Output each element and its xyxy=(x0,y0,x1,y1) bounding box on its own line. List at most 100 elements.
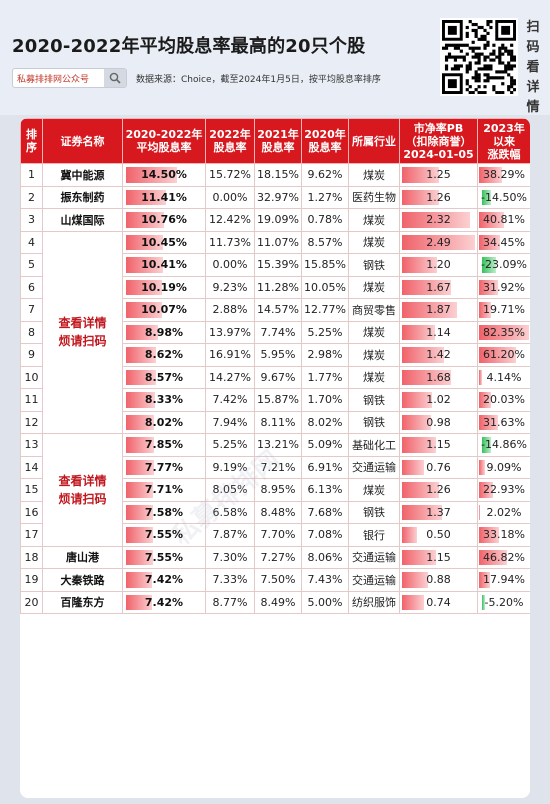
table-row[interactable]: 7 10.07% 2.88% 14.57% 12.77% 商贸零售 1.87 19.71% xyxy=(20,298,530,322)
pb-cell-bar xyxy=(402,482,439,498)
column-header-line: 2024-01-05 xyxy=(403,147,474,161)
avg-dividend-cell-bar xyxy=(126,212,164,228)
table-row[interactable]: 8 8.98% 13.97% 7.74% 5.25% 煤炭 1.14 82.35% xyxy=(20,320,530,344)
rank-cell: 15 xyxy=(20,478,43,502)
table-row[interactable]: 2 振东制药 11.41% 0.00% 32.97% 1.27% 医药生物 1.26 -14.5… xyxy=(20,185,530,209)
avg-dividend-cell-label: 10.41% xyxy=(141,258,187,272)
qr-module xyxy=(462,43,466,47)
pb-cell: 0.76 xyxy=(399,455,478,479)
change-cell: 82.35% xyxy=(477,320,530,344)
dividend-2022-cell: 2.88% xyxy=(205,298,255,322)
dividend-2022-cell: 12.42% xyxy=(205,208,255,232)
dividend-2022-cell: 9.23% xyxy=(205,275,255,299)
qr-module xyxy=(486,64,490,68)
industry-cell: 纺织服饰 xyxy=(348,590,400,614)
change-cell-label: 33.18% xyxy=(483,528,525,542)
change-cell: 20.03% xyxy=(477,388,530,412)
stock-name-cell: 振东制药 xyxy=(42,185,123,209)
avg-dividend-cell-label: 10.45% xyxy=(141,235,187,249)
table-row[interactable]: 20 百隆东方 7.42% 8.77% 8.49% 5.00% 纺织服饰 0.74 -5.20% xyxy=(20,590,530,614)
pb-cell-bar xyxy=(402,189,439,205)
qr-module xyxy=(510,79,514,83)
qr-module xyxy=(456,46,460,50)
column-header: 2020年 股息率 xyxy=(301,118,349,164)
qr-module xyxy=(447,52,452,56)
column-header-line: 市净率PB xyxy=(413,121,464,135)
pb-cell-label: 1.37 xyxy=(426,505,451,519)
qr-module xyxy=(492,58,496,62)
avg-dividend-cell-bar xyxy=(126,504,153,520)
qr-module xyxy=(489,58,493,62)
dividend-2021-cell: 8.48% xyxy=(254,500,302,524)
qr-module xyxy=(471,49,475,53)
qr-module xyxy=(462,55,466,59)
qr-module xyxy=(477,61,481,65)
table-row[interactable]: 4 查看详情 烦请扫码 10.45% 11.73% 11.07% 8.57% 煤炭 2.49 34… xyxy=(20,230,530,434)
scan-hint: 扫 码 看 详 情 xyxy=(525,18,541,118)
change-cell-label: 19.71% xyxy=(483,303,525,317)
column-header-line: 2020-2022年 xyxy=(125,128,203,141)
column-header: 证券名称 xyxy=(42,118,123,164)
qr-module xyxy=(474,70,478,74)
scan-for-details-cell[interactable]: 查看详情 烦请扫码 xyxy=(42,433,123,547)
qr-module xyxy=(510,76,514,80)
qr-module xyxy=(513,58,516,62)
table-row[interactable]: 15 7.71% 8.05% 8.95% 6.13% 煤炭 1.26 22.93% xyxy=(20,478,530,502)
table-row[interactable]: 3 山煤国际 10.76% 12.42% 19.09% 0.78% 煤炭 2.32 40.81% xyxy=(20,208,530,232)
change-cell-bar xyxy=(479,392,492,408)
table-row[interactable]: 13 查看详情 烦请扫码 7.85% 5.25% 13.21% 5.09% 基础化工 1.15-… xyxy=(20,433,530,547)
rank-cell: 9 xyxy=(20,343,43,367)
pb-cell-bar xyxy=(402,279,451,295)
table-row[interactable]: 5 10.41% 0.00% 15.39% 15.85% 钢铁 1.20 -23.09% xyxy=(20,253,530,277)
table-row[interactable]: 6 10.19% 9.23% 11.28% 10.05% 煤炭 1.67 31.92% xyxy=(20,275,530,299)
avg-dividend-cell-bar xyxy=(126,392,156,408)
qr-module xyxy=(480,34,484,38)
stock-name-cell: 大秦铁路 xyxy=(42,568,123,592)
qr-module xyxy=(477,37,481,41)
table-row[interactable]: 14 7.77% 9.19% 7.21% 6.91% 交通运输 0.76 9.09% xyxy=(20,455,530,479)
pb-cell-label: 1.26 xyxy=(426,483,451,497)
pb-cell: 0.50 xyxy=(399,523,478,547)
table-row[interactable]: 16 7.58% 6.58% 8.48% 7.68% 钢铁 1.37 2.02% xyxy=(20,500,530,524)
table-row[interactable]: 1 冀中能源 14.50% 15.72% 18.15% 9.62% 煤炭 1.25 38.29% xyxy=(20,163,530,187)
change-cell-bar xyxy=(482,594,486,610)
search-button[interactable] xyxy=(104,69,126,87)
pb-cell-label: 2.49 xyxy=(426,235,451,249)
change-cell-label: 38.29% xyxy=(483,168,525,182)
search-input[interactable]: 私募排排网公众号 xyxy=(12,68,127,88)
qr-module xyxy=(513,79,516,83)
table-row[interactable]: 17 7.55% 7.87% 7.70% 7.08% 银行 0.50 33.18% xyxy=(20,523,530,547)
pb-cell: 0.88 xyxy=(399,568,478,592)
avg-dividend-cell: 7.42% xyxy=(122,568,206,592)
qr-module xyxy=(453,55,457,59)
table-row[interactable]: 10 8.57% 14.27% 9.67% 1.77% 煤炭 1.68 4.14% xyxy=(20,365,530,389)
qr-module xyxy=(513,55,516,59)
qr-module xyxy=(459,55,463,59)
qr-module xyxy=(465,34,469,38)
change-cell: 17.94% xyxy=(477,568,530,592)
table-row[interactable]: 18 唐山港 7.55% 7.30% 7.27% 8.06% 交通运输 1.15 46.82% xyxy=(20,545,530,569)
avg-dividend-cell: 7.55% xyxy=(122,523,206,547)
table-row[interactable]: 19 大秦铁路 7.42% 7.33% 7.50% 7.43% 交通运输 0.88 17.94% xyxy=(20,568,530,592)
qr-module xyxy=(447,55,452,59)
qr-module xyxy=(501,76,505,80)
qr-module xyxy=(480,67,484,71)
avg-dividend-cell-label: 8.33% xyxy=(144,393,184,407)
dividend-2020-cell: 5.09% xyxy=(301,433,349,457)
avg-dividend-cell-bar xyxy=(126,527,153,543)
qr-module xyxy=(483,79,487,83)
dividend-2021-cell: 9.67% xyxy=(254,365,302,389)
avg-dividend-cell: 14.50% xyxy=(122,163,206,187)
rank-cell: 7 xyxy=(20,298,43,322)
change-cell-label: 31.63% xyxy=(483,415,525,429)
change-cell-bar xyxy=(479,414,499,430)
avg-dividend-cell: 7.77% xyxy=(122,455,206,479)
change-cell-label: 31.92% xyxy=(483,280,525,294)
table-row[interactable]: 11 8.33% 7.42% 15.87% 1.70% 钢铁 1.02 20.03% xyxy=(20,388,530,412)
qr-module xyxy=(477,76,481,80)
qr-module xyxy=(459,43,463,47)
qr-module xyxy=(504,46,508,50)
pb-cell-bar xyxy=(402,167,439,183)
qr-code-icon[interactable] xyxy=(440,18,518,96)
scan-for-details-cell[interactable]: 查看详情 烦请扫码 xyxy=(42,230,123,434)
